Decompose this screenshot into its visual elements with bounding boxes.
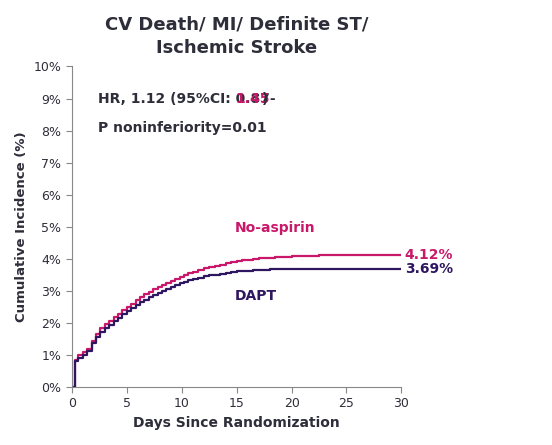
Text: ): ) (262, 92, 268, 106)
Title: CV Death/ MI/ Definite ST/
Ischemic Stroke: CV Death/ MI/ Definite ST/ Ischemic Stro… (105, 15, 368, 57)
Text: No-aspirin: No-aspirin (235, 221, 315, 235)
Text: HR, 1.12 (95%CI: 0.87-: HR, 1.12 (95%CI: 0.87- (98, 92, 276, 106)
Text: 1.45: 1.45 (235, 92, 269, 106)
Text: P noninferiority=0.01: P noninferiority=0.01 (98, 121, 267, 135)
X-axis label: Days Since Randomization: Days Since Randomization (133, 416, 340, 430)
Text: DAPT: DAPT (235, 289, 277, 303)
Y-axis label: Cumulative Incidence (%): Cumulative Incidence (%) (15, 131, 28, 322)
Text: 4.12%: 4.12% (405, 248, 453, 262)
Text: 3.69%: 3.69% (405, 262, 453, 276)
